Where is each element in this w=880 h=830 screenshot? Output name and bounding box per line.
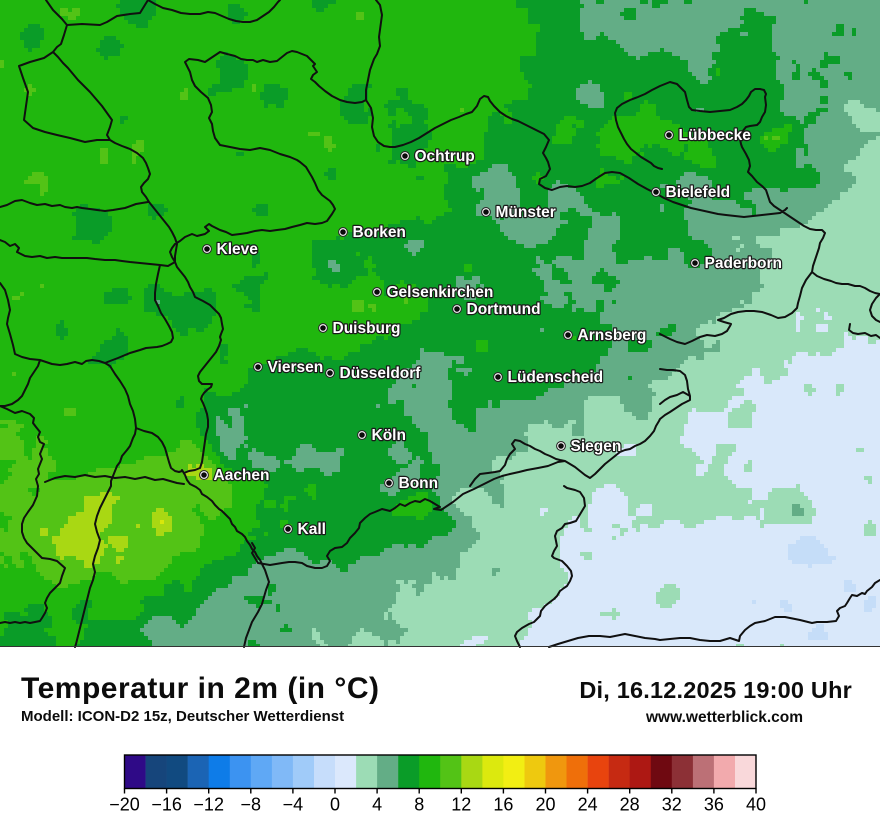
svg-text:Arnsberg: Arnsberg xyxy=(578,327,647,344)
svg-text:−8: −8 xyxy=(241,795,262,815)
svg-text:28: 28 xyxy=(620,795,640,815)
svg-text:4: 4 xyxy=(372,795,382,815)
svg-text:Köln: Köln xyxy=(372,427,406,444)
svg-text:Düsseldorf: Düsseldorf xyxy=(340,365,422,382)
svg-text:0: 0 xyxy=(330,795,340,815)
svg-text:Bonn: Bonn xyxy=(399,475,439,492)
svg-text:Lübbecke: Lübbecke xyxy=(679,127,752,144)
svg-text:36: 36 xyxy=(704,795,724,815)
svg-text:Kall: Kall xyxy=(298,521,326,538)
svg-text:40: 40 xyxy=(746,795,766,815)
svg-text:Münster: Münster xyxy=(496,204,556,221)
svg-text:−20: −20 xyxy=(109,795,140,815)
svg-text:Aachen: Aachen xyxy=(214,467,270,484)
svg-text:Dortmund: Dortmund xyxy=(467,301,541,318)
svg-text:8: 8 xyxy=(414,795,424,815)
svg-text:Bielefeld: Bielefeld xyxy=(666,184,731,201)
svg-text:32: 32 xyxy=(662,795,682,815)
svg-text:Duisburg: Duisburg xyxy=(333,320,401,337)
svg-text:−4: −4 xyxy=(283,795,304,815)
svg-text:20: 20 xyxy=(535,795,555,815)
svg-text:Lüdenscheid: Lüdenscheid xyxy=(508,369,604,386)
svg-text:Ochtrup: Ochtrup xyxy=(415,148,475,165)
svg-text:Siegen: Siegen xyxy=(571,438,622,455)
svg-text:16: 16 xyxy=(493,795,513,815)
svg-text:Paderborn: Paderborn xyxy=(705,255,783,272)
svg-text:−12: −12 xyxy=(193,795,224,815)
svg-text:Viersen: Viersen xyxy=(268,359,324,376)
svg-text:Gelsenkirchen: Gelsenkirchen xyxy=(387,284,494,301)
svg-text:12: 12 xyxy=(451,795,471,815)
svg-text:Borken: Borken xyxy=(353,224,406,241)
svg-text:Kleve: Kleve xyxy=(217,241,259,258)
svg-text:−16: −16 xyxy=(151,795,182,815)
svg-text:24: 24 xyxy=(578,795,598,815)
